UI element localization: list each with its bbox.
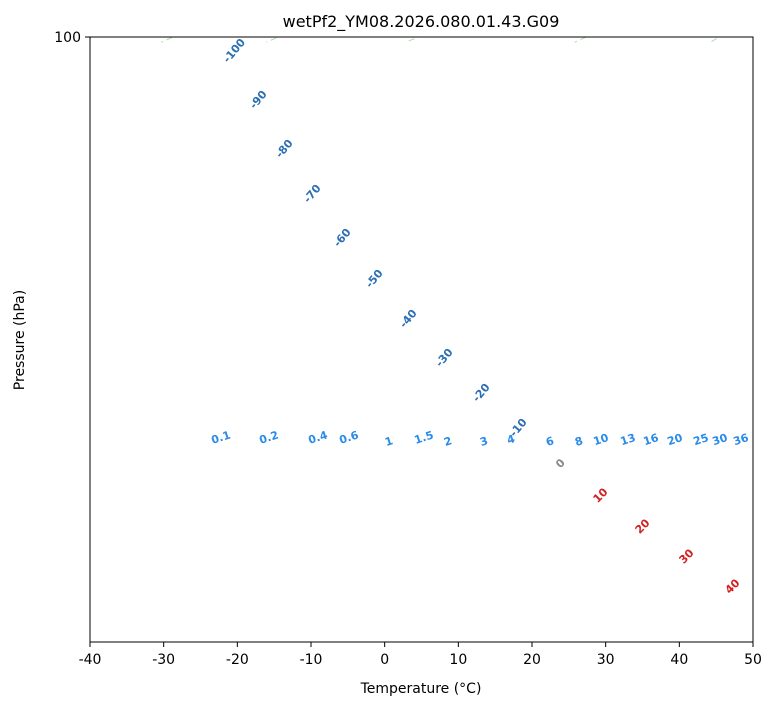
axis-ticks: -40-30-20-100102030405010020030040050060… [54,30,762,668]
x-tick-label: -20 [226,652,249,668]
mixing-ratio-label: 4 [505,432,517,447]
x-tick-label: 50 [744,652,762,668]
x-tick-label: -10 [300,652,323,668]
x-tick-label: 30 [597,652,615,668]
chart-title: wetPf2_YM08.2026.080.01.43.G09 [283,12,560,32]
x-tick-label: 10 [449,652,467,668]
mixing-ratio-label: 20 [666,431,685,448]
mixing-ratio-label: 6 [544,434,556,449]
plot-frame [89,36,754,643]
mixing-ratio-label: 2 [442,434,453,449]
mixing-ratio-label: 0.1 [210,428,233,446]
mixing-ratio-label: 0.2 [258,428,281,446]
mixing-ratio-label: 30 [711,431,730,448]
x-axis-label: Temperature (°C) [360,681,482,697]
mixing-ratio-label: 3 [478,434,489,449]
mixing-ratio-label: 0.6 [338,428,361,446]
mixing-ratio-label: 10 [592,431,611,448]
x-tick-label: -40 [79,652,102,668]
mixing-ratio-label: 25 [692,431,711,448]
x-tick-label: 0 [380,652,389,668]
mixing-ratio-label: 0.4 [307,428,330,446]
mixing-ratio-label: 1 [383,434,394,449]
mixing-ratio-label: 13 [619,431,638,448]
y-axis-label: Pressure (hPa) [12,290,28,390]
y-tick-label: 100 [54,30,81,46]
x-tick-label: -30 [152,652,175,668]
mixing-ratio-label: 8 [573,434,584,449]
mixing-ratio-label: 16 [642,431,661,448]
mixing-ratio-label: 1.5 [413,428,436,446]
x-tick-label: 20 [523,652,541,668]
mixing-ratio-label: 36 [732,431,751,448]
x-tick-label: 40 [670,652,688,668]
